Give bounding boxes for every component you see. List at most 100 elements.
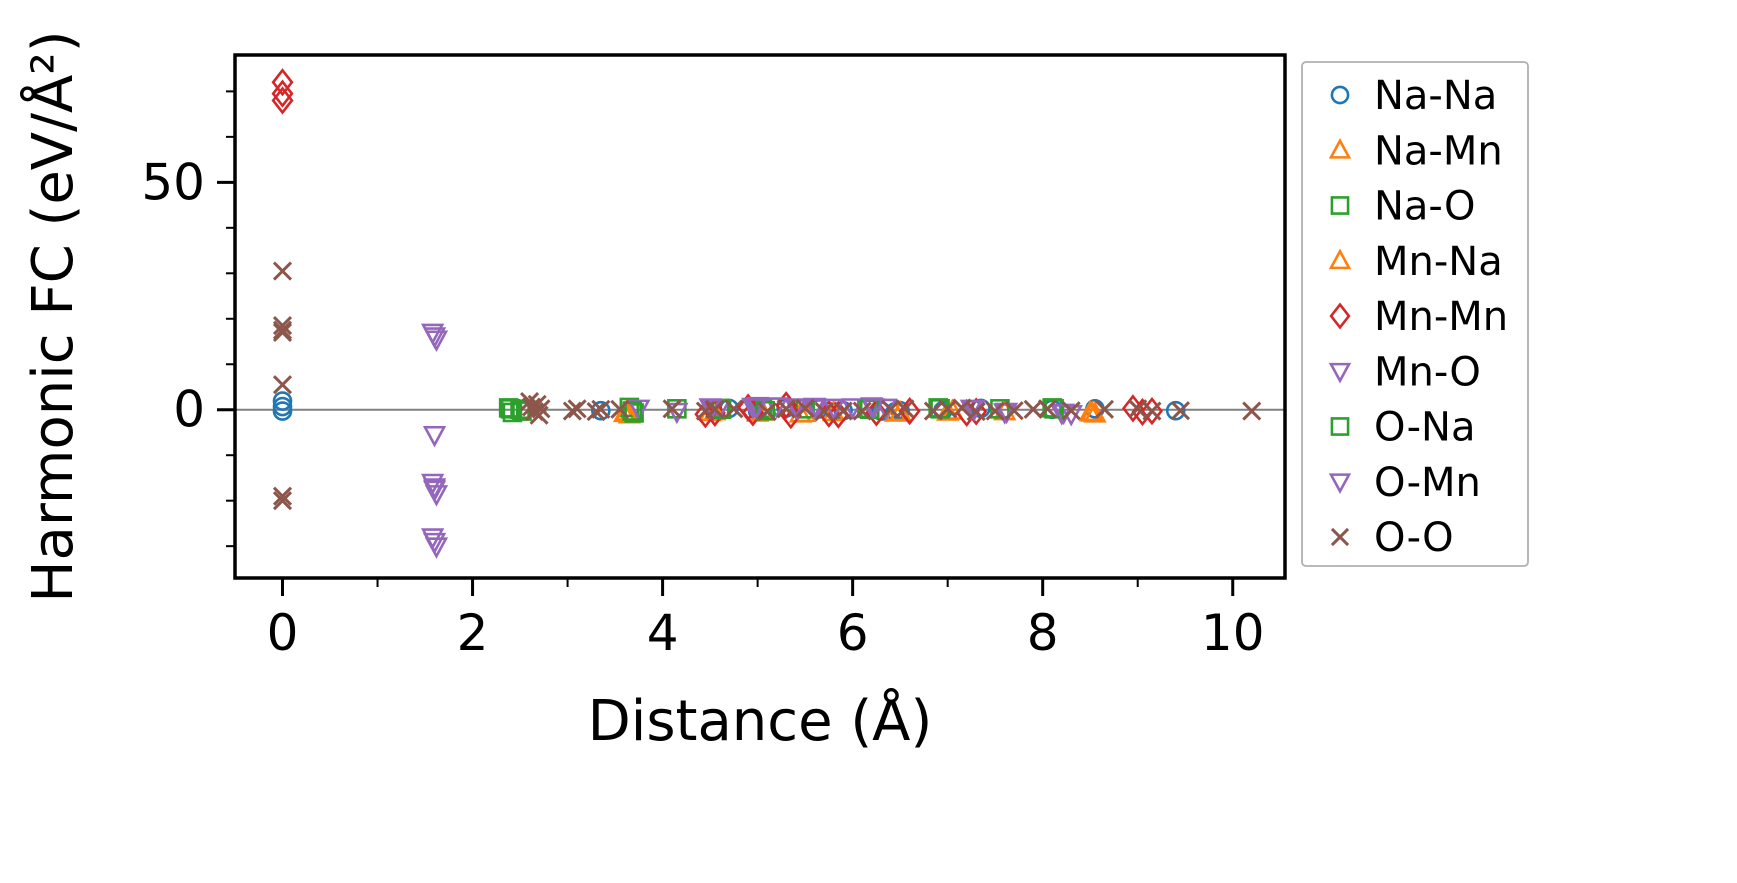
circle-marker xyxy=(1165,400,1186,421)
circle-marker xyxy=(272,391,293,411)
legend-label: Na-Mn xyxy=(1374,128,1503,174)
x-marker xyxy=(952,398,972,418)
diamond-marker xyxy=(271,68,294,97)
x-marker xyxy=(724,399,744,419)
triangle-up-marker xyxy=(1080,400,1104,422)
x-marker xyxy=(985,401,1005,421)
legend-item-Na-O: Na-O xyxy=(1330,184,1475,230)
triangle-up-marker xyxy=(888,399,912,422)
x-marker xyxy=(529,405,549,425)
x-tick-label: 8 xyxy=(1027,604,1059,662)
triangle-down-marker xyxy=(422,532,447,555)
x-marker xyxy=(567,399,587,419)
x-tick-label: 4 xyxy=(647,604,679,662)
x-marker xyxy=(1037,399,1058,419)
series-O-O xyxy=(272,261,1262,511)
x-tick-label: 0 xyxy=(267,604,299,662)
x-marker xyxy=(895,399,915,419)
x-marker xyxy=(272,491,293,511)
legend-item-O-Na: O-Na xyxy=(1330,405,1475,451)
legend-label: O-O xyxy=(1374,515,1454,561)
x-marker xyxy=(881,399,901,419)
diamond-marker xyxy=(965,397,988,426)
x-marker xyxy=(272,486,293,506)
y-tick-label: 50 xyxy=(141,153,205,211)
x-marker xyxy=(1094,399,1115,419)
y-tick-label: 0 xyxy=(173,381,205,439)
triangle-down-marker xyxy=(1328,362,1352,384)
x-marker xyxy=(1242,401,1262,421)
diamond-marker xyxy=(271,79,294,108)
series-Mn-O xyxy=(420,323,1083,559)
legend-item-O-Mn: O-Mn xyxy=(1328,460,1481,506)
x-marker xyxy=(272,375,293,395)
circle-marker xyxy=(1330,85,1350,105)
x-marker xyxy=(1023,399,1043,419)
diamond-marker xyxy=(271,86,294,115)
x-marker xyxy=(272,322,293,342)
x-marker xyxy=(852,401,872,421)
x-marker xyxy=(591,399,611,419)
legend-item-Na-Na: Na-Na xyxy=(1330,73,1497,119)
x-marker xyxy=(776,399,796,419)
triangle-up-marker xyxy=(1328,248,1352,270)
legend-label: Na-O xyxy=(1374,184,1475,230)
legend-item-Mn-Na: Mn-Na xyxy=(1328,239,1503,285)
x-marker xyxy=(1330,527,1350,547)
x-marker xyxy=(1061,401,1081,421)
x-marker xyxy=(966,401,986,422)
legend-label: O-Na xyxy=(1374,405,1475,451)
x-marker xyxy=(562,401,582,421)
legend-label: Mn-Mn xyxy=(1374,294,1508,340)
diamond-marker xyxy=(694,400,717,429)
x-marker xyxy=(272,261,293,281)
x-marker xyxy=(814,401,834,422)
x-marker xyxy=(531,399,551,419)
x-marker xyxy=(272,316,293,336)
triangle-down-marker xyxy=(424,485,449,507)
diamond-marker xyxy=(1140,396,1163,426)
triangle-down-marker xyxy=(627,399,651,422)
x-marker xyxy=(610,399,630,419)
x-tick-label: 2 xyxy=(457,604,489,662)
x-tick-label: 6 xyxy=(837,604,869,662)
plot-border xyxy=(233,53,1287,580)
triangle-down-marker xyxy=(861,398,886,420)
square-marker xyxy=(1330,417,1350,436)
square-marker xyxy=(500,399,521,419)
x-marker xyxy=(833,401,853,421)
triangle-down-marker xyxy=(422,478,447,500)
legend-item-O-O: O-O xyxy=(1330,515,1454,561)
legend-item-Mn-Mn: Mn-Mn xyxy=(1329,294,1508,340)
x-marker xyxy=(757,401,777,422)
x-marker xyxy=(662,399,682,419)
x-marker xyxy=(1142,401,1162,421)
legend-label: Mn-Na xyxy=(1374,239,1503,285)
x-marker xyxy=(272,320,293,340)
series-Mn-Mn xyxy=(271,68,1163,430)
triangle-down-marker xyxy=(744,398,768,420)
square-marker xyxy=(1330,196,1350,215)
y-axis-label: Harmonic FC (eV/Å²) xyxy=(20,30,86,602)
diamond-marker xyxy=(1329,302,1351,330)
legend-box xyxy=(1301,61,1529,567)
triangle-down-marker xyxy=(422,327,447,349)
x-axis-label: Distance (Å) xyxy=(588,688,933,754)
legend-label: Na-Na xyxy=(1374,73,1497,119)
square-marker xyxy=(667,399,687,419)
triangle-up-marker xyxy=(1328,138,1352,159)
legend-item-Na-Mn: Na-Mn xyxy=(1328,128,1503,174)
x-marker xyxy=(586,401,606,422)
triangle-down-marker xyxy=(1328,473,1352,494)
series-O-Mn xyxy=(422,327,1076,555)
circle-marker xyxy=(591,400,611,421)
x-marker xyxy=(1170,401,1191,421)
legend: Na-Na Na-Mn Na-O Mn-Na Mn-Mn Mn-O O-Na O-Mn O-O xyxy=(1301,61,1529,567)
legend-label: Mn-O xyxy=(1374,349,1481,395)
axis-ticks: 0 2 4 6 8 10 0 50 xyxy=(141,90,1265,662)
triangle-down-marker xyxy=(422,425,447,448)
x-marker xyxy=(795,398,815,418)
legend-item-Mn-O: Mn-O xyxy=(1328,349,1481,395)
